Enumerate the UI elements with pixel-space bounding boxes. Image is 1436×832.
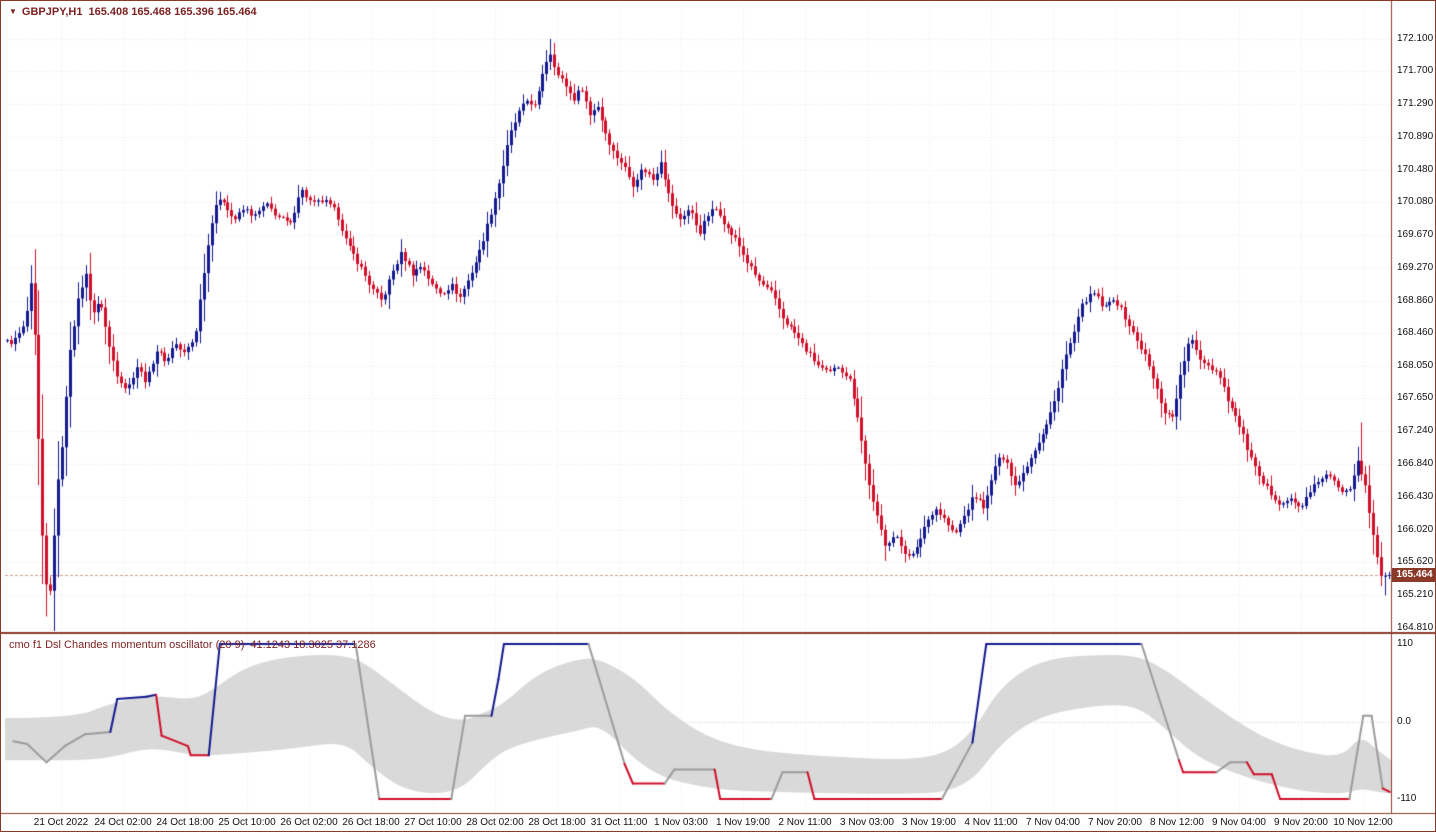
time-axis-label: 24 Oct 02:00 (94, 817, 152, 828)
oscillator-axis-label: 0.0 (1397, 715, 1411, 727)
time-axis-label: 27 Oct 10:00 (404, 817, 462, 828)
time-axis-label: 28 Oct 18:00 (528, 817, 586, 828)
collapse-arrow-icon[interactable]: ▼ (9, 7, 17, 16)
oscillator-axis-label: 110 (1397, 638, 1413, 649)
time-axis-label: 7 Nov 20:00 (1088, 817, 1142, 828)
indicator-title: cmo f1 Dsl Chandes momentum oscillator (… (9, 639, 245, 651)
time-axis-label: 2 Nov 11:00 (778, 817, 832, 828)
price-axis-label: 164.810 (1397, 621, 1434, 633)
time-axis-label: 10 Nov 12:00 (1333, 817, 1393, 828)
time-axis-label: 28 Oct 02:00 (466, 817, 524, 828)
time-axis-label: 4 Nov 11:00 (964, 817, 1018, 828)
price-axis-label: 171.290 (1397, 98, 1434, 110)
time-axis-label: 26 Oct 18:00 (342, 817, 400, 828)
time-axis-label: 24 Oct 18:00 (156, 817, 214, 828)
price-axis-label: 168.860 (1397, 294, 1434, 306)
indicator-header: cmo f1 Dsl Chandes momentum oscillator (… (9, 639, 376, 651)
price-axis-label: 165.210 (1397, 589, 1434, 601)
time-axis-label: 7 Nov 04:00 (1026, 817, 1080, 828)
price-axis-label: 166.020 (1397, 524, 1434, 536)
oscillator-axis-label: -110 (1397, 793, 1417, 804)
symbol-ohlc-values: 165.408 165.468 165.396 165.464 (88, 6, 257, 18)
time-axis-label: 3 Nov 19:00 (902, 817, 956, 828)
time-axis-label: 1 Nov 19:00 (716, 817, 770, 828)
current-price-tag: 165.464 (1392, 567, 1435, 582)
price-axis-label: 169.270 (1397, 261, 1434, 273)
symbol-title: GBPJPY,H1 (21, 6, 83, 18)
price-axis-label: 167.650 (1397, 392, 1434, 404)
indicator-values: 41.1243 18.3025 37.1286 (250, 639, 376, 651)
time-axis-label: 9 Nov 04:00 (1212, 817, 1266, 828)
price-axis-label: 168.460 (1397, 326, 1434, 338)
time-axis-label: 26 Oct 02:00 (280, 817, 338, 828)
time-axis-label: 8 Nov 12:00 (1150, 817, 1204, 828)
price-axis-label: 172.100 (1397, 32, 1434, 44)
time-axis-label: 3 Nov 03:00 (840, 817, 894, 828)
time-axis-label: 9 Nov 20:00 (1274, 817, 1328, 828)
price-axis-label: 170.890 (1397, 130, 1434, 142)
time-axis-label: 21 Oct 2022 (33, 817, 89, 828)
price-axis-label: 167.240 (1397, 425, 1434, 437)
price-axis-label: 171.700 (1397, 65, 1434, 77)
time-axis-label: 25 Oct 10:00 (218, 817, 276, 828)
symbol-header: ▼ GBPJPY,H1 165.408 165.468 165.396 165.46… (9, 6, 257, 18)
price-axis[interactable]: 172.100 171.700 171.290 170.890 170.480 170.0… (1392, 1, 1435, 814)
time-axis-label: 1 Nov 03:00 (654, 817, 708, 828)
price-axis-label: 169.670 (1397, 229, 1434, 241)
price-axis-label: 166.430 (1397, 490, 1434, 502)
price-axis-label: 170.480 (1397, 163, 1434, 175)
price-axis-label: 170.080 (1397, 196, 1434, 208)
price-axis-label: 168.050 (1397, 360, 1434, 372)
time-axis[interactable]: 21 Oct 2022 24 Oct 02:00 24 Oct 18:00 25 Oc… (1, 814, 1435, 831)
time-axis-label: 31 Oct 11:00 (590, 817, 648, 828)
price-axis-label: 166.840 (1397, 457, 1434, 469)
price-axis-label: 165.620 (1397, 556, 1434, 568)
